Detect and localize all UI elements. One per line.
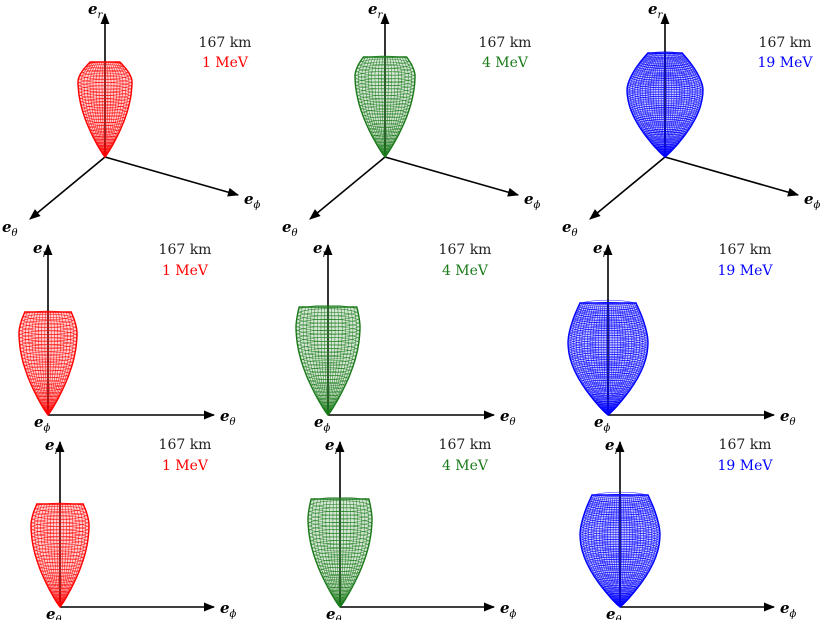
ephi-origin-label: eϕ <box>594 413 611 434</box>
ephi-axis-label: eϕ <box>780 599 797 620</box>
er-axis-label: er <box>45 436 61 457</box>
er-axis-label: er <box>33 239 49 260</box>
etheta-axis <box>589 156 666 220</box>
energy-label: 1 MeV <box>202 55 249 71</box>
radiation-pattern-lobe <box>626 51 704 158</box>
radiation-pattern-lobe <box>30 502 90 609</box>
etheta-axis-label: eθ <box>500 407 516 428</box>
energy-label: 19 MeV <box>758 55 814 71</box>
er-axis-label: er <box>648 0 664 21</box>
ephi-axis-label: eϕ <box>524 190 541 211</box>
panel-r1-c1: er eϕ eθ 167 km 1 MeV <box>2 0 261 239</box>
etheta-axis-label: eθ <box>220 407 236 428</box>
energy-label: 4 MeV <box>442 263 489 279</box>
er-axis-label: er <box>325 436 341 457</box>
panel-r3-c2: er eϕ eθ 167 km 4 MeV <box>307 436 517 620</box>
etheta-origin-label: eθ <box>46 605 62 620</box>
distance-label: 167 km <box>759 35 812 51</box>
er-axis-label: er <box>368 0 384 21</box>
etheta-axis-label: eθ <box>2 218 18 239</box>
etheta-axis-label: eθ <box>562 218 578 239</box>
etheta-axis <box>29 156 106 220</box>
ephi-axis <box>664 156 800 197</box>
distance-label: 167 km <box>159 242 212 258</box>
radiation-pattern-lobe <box>354 55 416 159</box>
radiation-pattern-lobe <box>307 497 373 609</box>
radiation-pattern-lobe <box>295 305 361 417</box>
ephi-axis-label: eϕ <box>244 190 261 211</box>
energy-label: 4 MeV <box>442 458 489 474</box>
etheta-axis-label: eθ <box>282 218 298 239</box>
ephi-axis-label: eϕ <box>220 599 237 620</box>
ephi-axis <box>104 156 240 197</box>
distance-label: 167 km <box>159 437 212 453</box>
distance-label: 167 km <box>479 35 532 51</box>
radiation-pattern-lobe <box>579 491 661 608</box>
distance-label: 167 km <box>439 242 492 258</box>
er-axis-label: er <box>605 436 621 457</box>
panel-r2-c3: er eθ eϕ 167 km 19 MeV <box>567 239 796 434</box>
panel-r2-c2: er eθ eϕ 167 km 4 MeV <box>295 239 516 434</box>
etheta-axis-label: eθ <box>780 407 796 428</box>
etheta-origin-label: eθ <box>326 605 342 620</box>
etheta-axis <box>309 156 386 220</box>
ephi-axis-label: eϕ <box>500 599 517 620</box>
er-axis-label: er <box>88 0 104 21</box>
panel-r3-c3: er eϕ eθ 167 km 19 MeV <box>579 436 797 620</box>
panel-r3-c1: er eϕ eθ 167 km 1 MeV <box>30 436 237 620</box>
distance-label: 167 km <box>719 437 772 453</box>
radiation-pattern-lobe <box>18 310 78 417</box>
er-axis-label: er <box>593 239 609 260</box>
distance-label: 167 km <box>719 242 772 258</box>
distance-label: 167 km <box>439 437 492 453</box>
energy-label: 19 MeV <box>718 458 774 474</box>
radiation-pattern-lobe <box>567 299 649 416</box>
energy-label: 1 MeV <box>162 263 209 279</box>
panel-r2-c1: er eθ eϕ 167 km 1 MeV <box>18 239 236 434</box>
radiation-pattern-lobe <box>77 61 133 159</box>
ephi-origin-label: eϕ <box>314 413 331 434</box>
energy-label: 1 MeV <box>162 458 209 474</box>
ephi-origin-label: eϕ <box>34 413 51 434</box>
energy-label: 19 MeV <box>718 263 774 279</box>
er-axis-label: er <box>313 239 329 260</box>
panel-r1-c2: er eϕ eθ 167 km 4 MeV <box>282 0 541 239</box>
ephi-axis <box>384 156 520 197</box>
energy-label: 4 MeV <box>482 55 529 71</box>
distance-label: 167 km <box>199 35 252 51</box>
etheta-origin-label: eθ <box>606 605 622 620</box>
panel-r1-c3: er eϕ eθ 167 km 19 MeV <box>562 0 821 239</box>
ephi-axis-label: eϕ <box>804 190 821 211</box>
